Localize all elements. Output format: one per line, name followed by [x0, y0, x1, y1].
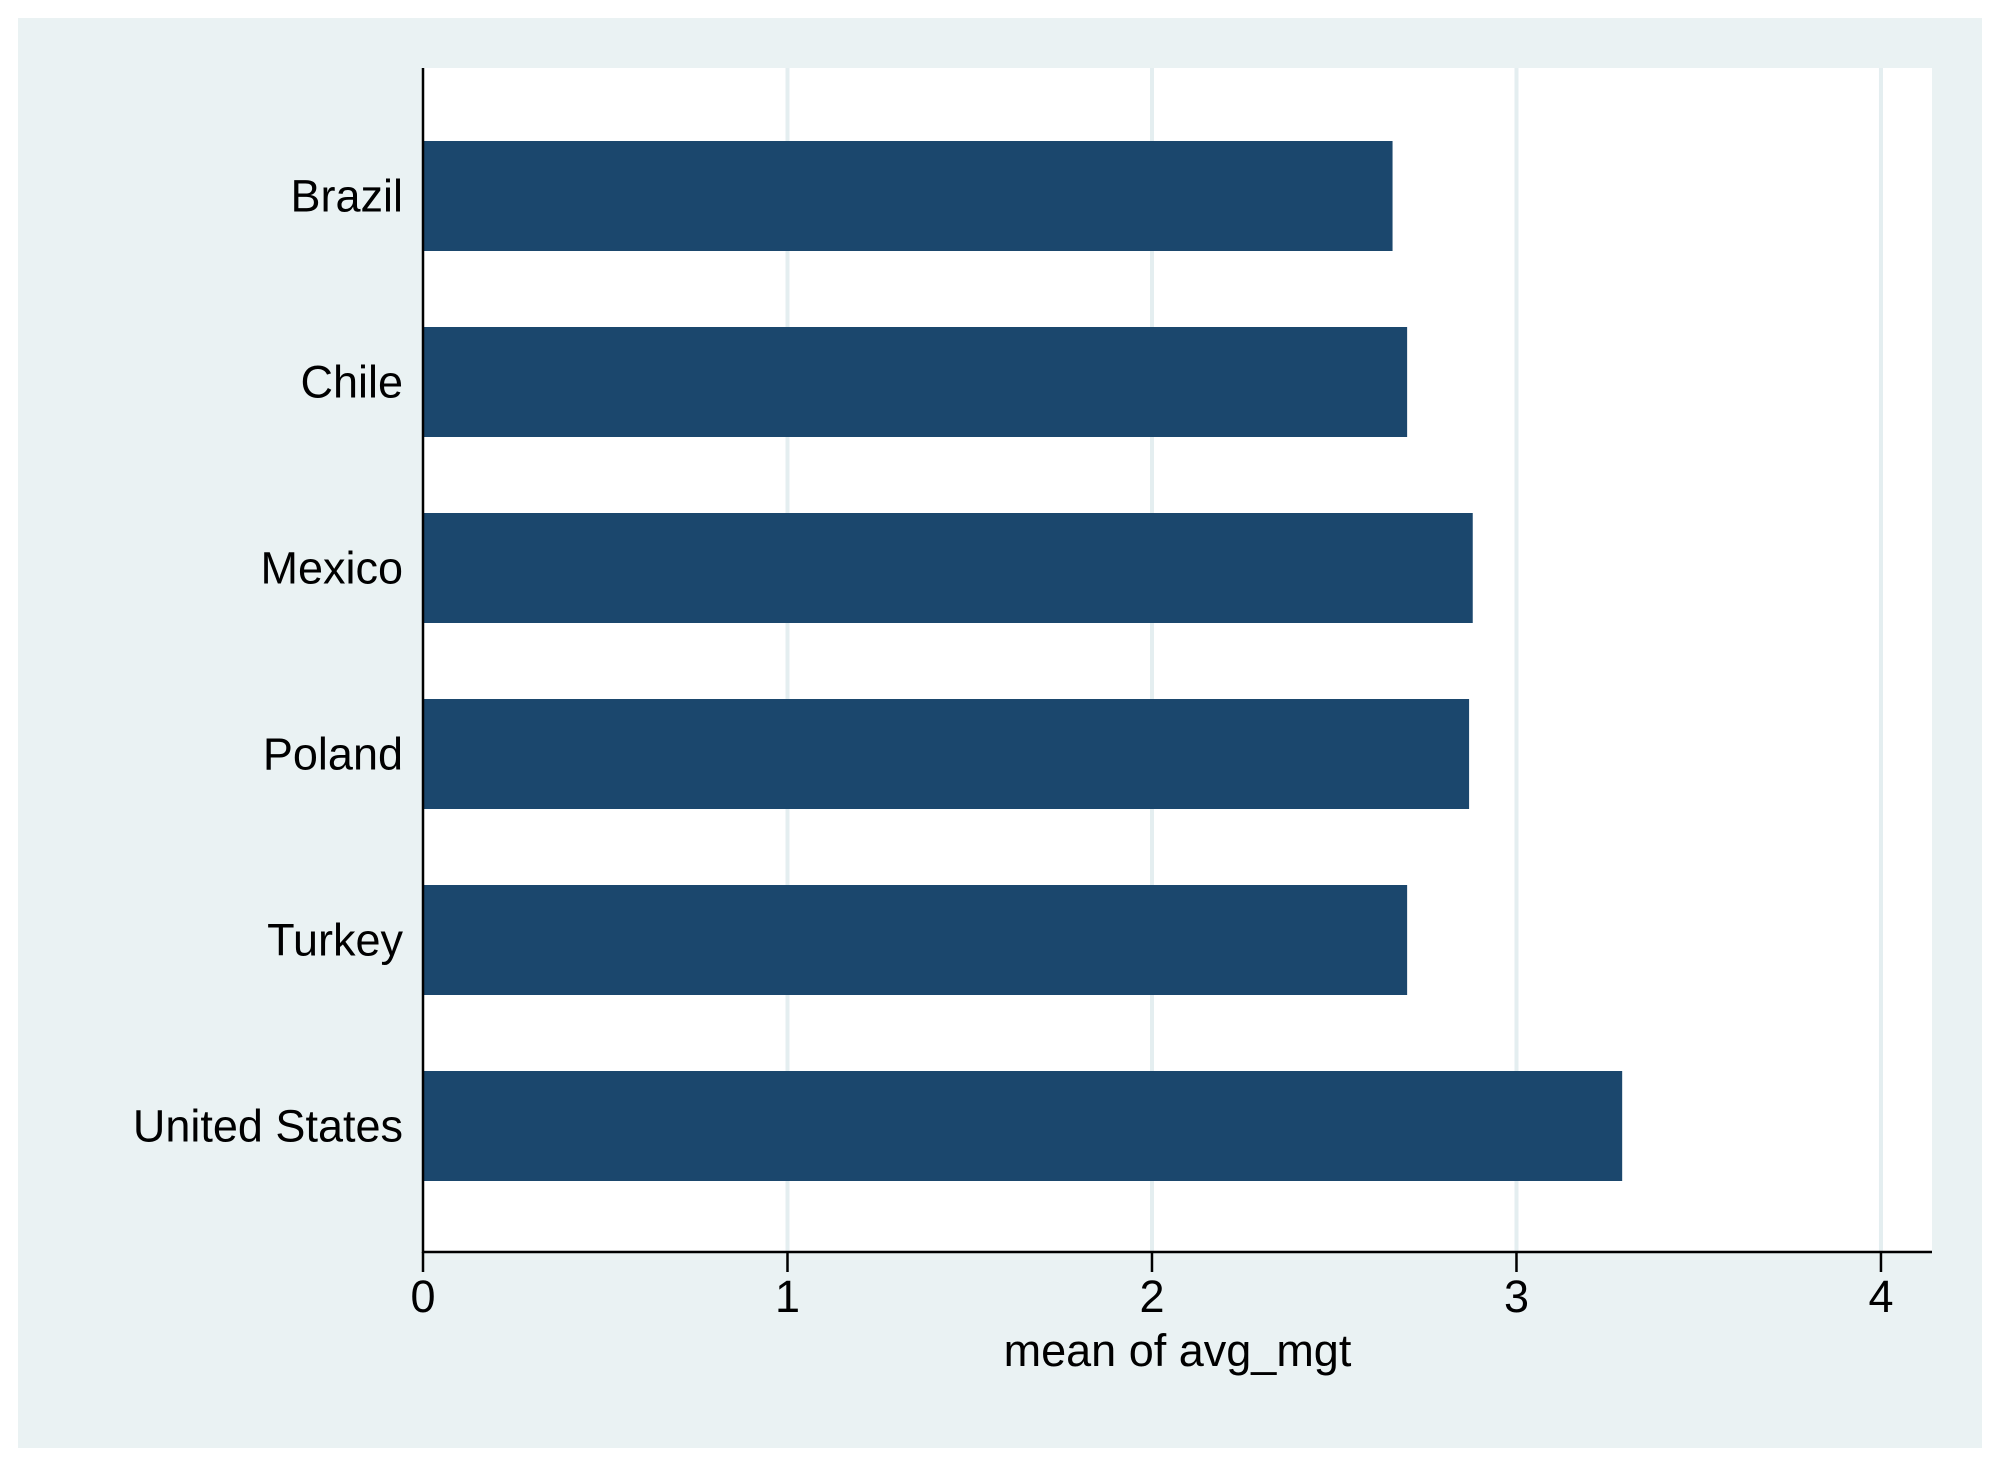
- category-label: Chile: [300, 357, 403, 408]
- bars: [423, 141, 1623, 1181]
- category-label: Mexico: [260, 543, 403, 594]
- x-tick-label: 4: [1868, 1271, 1893, 1322]
- bar-turkey: [423, 885, 1408, 995]
- category-label: Turkey: [267, 915, 403, 966]
- category-label: Brazil: [290, 171, 403, 222]
- category-label: United States: [133, 1101, 403, 1152]
- bar-brazil: [423, 141, 1393, 251]
- x-tick-label: 0: [410, 1271, 435, 1322]
- category-label: Poland: [263, 729, 403, 780]
- bar-mexico: [423, 513, 1473, 623]
- x-axis-ticks: 0 1 2 3 4: [410, 1252, 1893, 1322]
- x-axis-title: mean of avg_mgt: [1004, 1325, 1352, 1376]
- axes: [421, 68, 1932, 1254]
- x-tick-label: 1: [775, 1271, 800, 1322]
- plot-area: [423, 68, 1932, 1252]
- x-tick-label: 3: [1504, 1271, 1529, 1322]
- bar-poland: [423, 699, 1470, 809]
- bar-united-states: [423, 1071, 1623, 1181]
- x-tick-label: 2: [1139, 1271, 1164, 1322]
- gridlines: [785, 68, 1883, 1252]
- bar-chile: [423, 327, 1408, 437]
- category-labels: Brazil Chile Mexico Poland Turkey United Stat…: [133, 171, 404, 1152]
